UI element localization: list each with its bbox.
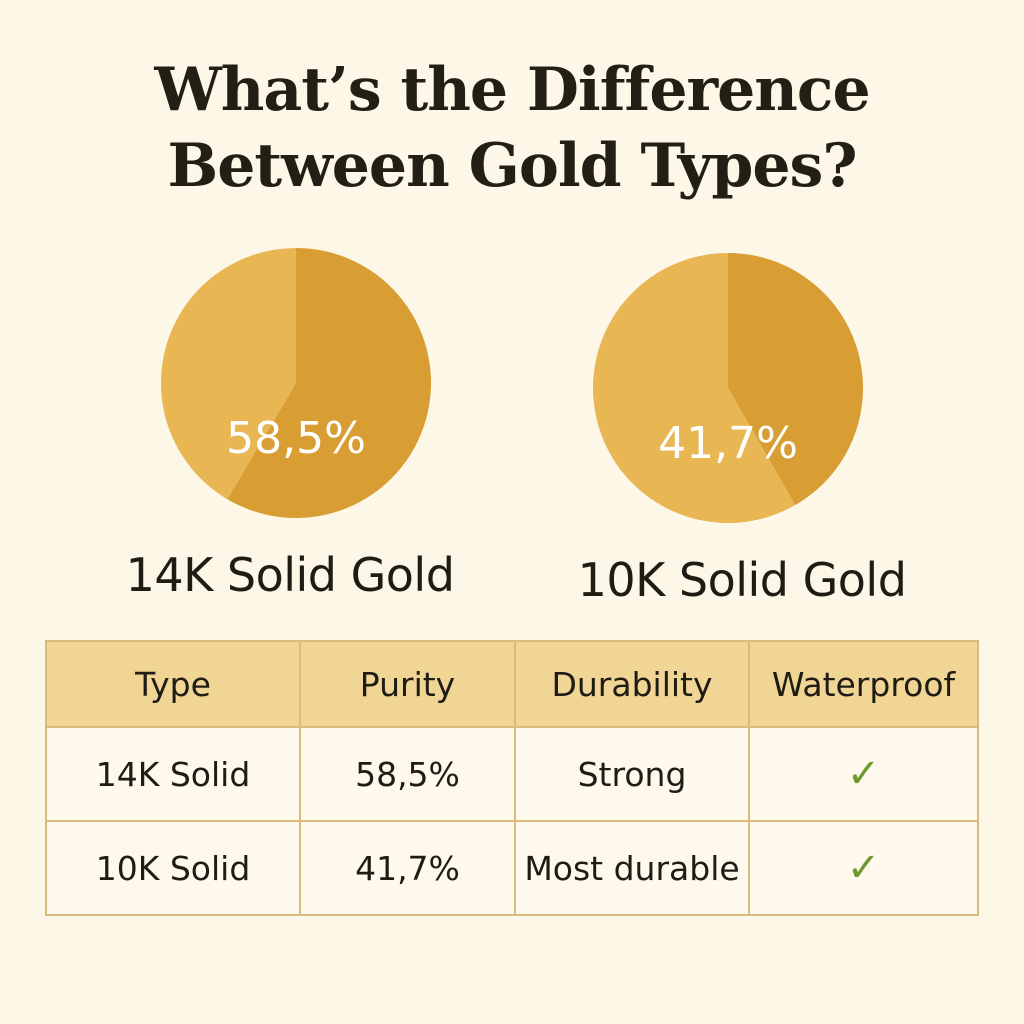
check-icon: ✓ (748, 726, 979, 822)
pie-title-14k: 14K Solid Gold (125, 548, 455, 602)
pie-data-label: 41,7% (658, 418, 798, 469)
cell-durability: Strong (514, 726, 750, 822)
pie-slice-gold (227, 248, 431, 518)
cell-purity: 58,5% (299, 726, 516, 822)
comparison-table: Type Purity Durability Waterproof 14K So… (45, 640, 979, 916)
cell-type: 14K Solid (45, 726, 301, 822)
title-line-1: What’s the Difference (154, 55, 870, 125)
cell-purity: 41,7% (299, 820, 516, 916)
page-title: What’s the Difference Between Gold Types… (0, 52, 1024, 204)
header-durability: Durability (514, 640, 750, 728)
header-type: Type (45, 640, 301, 728)
table-header-row: Type Purity Durability Waterproof (45, 640, 979, 728)
pie-slice-other (593, 253, 796, 523)
pie-title-10k: 10K Solid Gold (577, 553, 907, 607)
cell-type: 10K Solid (45, 820, 301, 916)
pie-chart-10k: 41,7% (593, 253, 863, 523)
table-row: 10K Solid 41,7% Most durable ✓ (45, 820, 979, 916)
table-row: 14K Solid 58,5% Strong ✓ (45, 726, 979, 822)
title-line-2: Between Gold Types? (167, 131, 858, 201)
cell-durability: Most durable (514, 820, 750, 916)
pie-data-label: 58,5% (226, 413, 366, 464)
check-icon: ✓ (748, 820, 979, 916)
header-purity: Purity (299, 640, 516, 728)
pie-slice-gold (728, 253, 863, 506)
pie-slice-other (160, 248, 296, 500)
pie-chart-14k: 58,5% (160, 248, 431, 518)
header-waterproof: Waterproof (748, 640, 979, 728)
